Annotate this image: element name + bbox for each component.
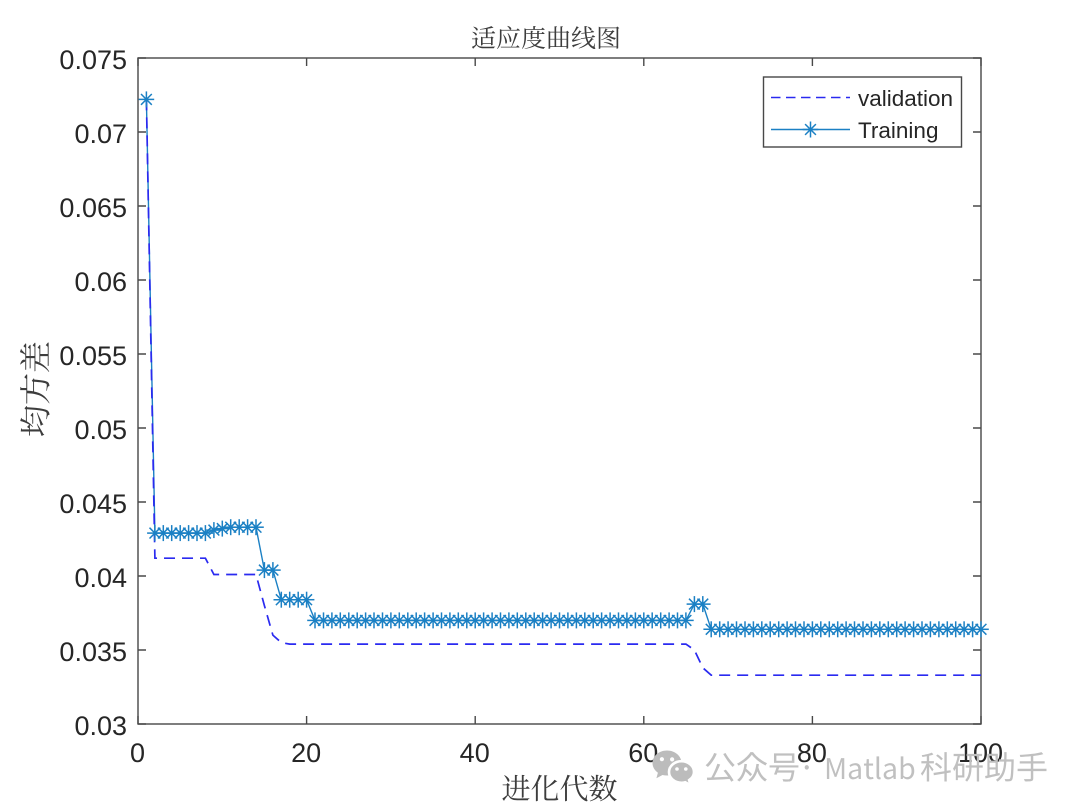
svg-text:0.035: 0.035 bbox=[59, 637, 127, 667]
svg-text:Training: Training bbox=[858, 118, 938, 143]
svg-text:0.06: 0.06 bbox=[74, 267, 127, 297]
svg-text:20: 20 bbox=[291, 738, 321, 768]
svg-text:0.075: 0.075 bbox=[59, 45, 127, 75]
svg-text:validation: validation bbox=[858, 86, 953, 111]
svg-text:0.05: 0.05 bbox=[74, 415, 127, 445]
svg-text:40: 40 bbox=[460, 738, 490, 768]
svg-text:0.04: 0.04 bbox=[74, 563, 127, 593]
svg-text:0.03: 0.03 bbox=[74, 711, 127, 741]
svg-text:0.045: 0.045 bbox=[59, 489, 127, 519]
svg-text:80: 80 bbox=[797, 738, 827, 768]
svg-text:0.065: 0.065 bbox=[59, 193, 127, 223]
svg-text:0: 0 bbox=[130, 738, 145, 768]
svg-text:0.07: 0.07 bbox=[74, 119, 127, 149]
svg-text:100: 100 bbox=[958, 738, 1003, 768]
svg-text:0.055: 0.055 bbox=[59, 341, 127, 371]
